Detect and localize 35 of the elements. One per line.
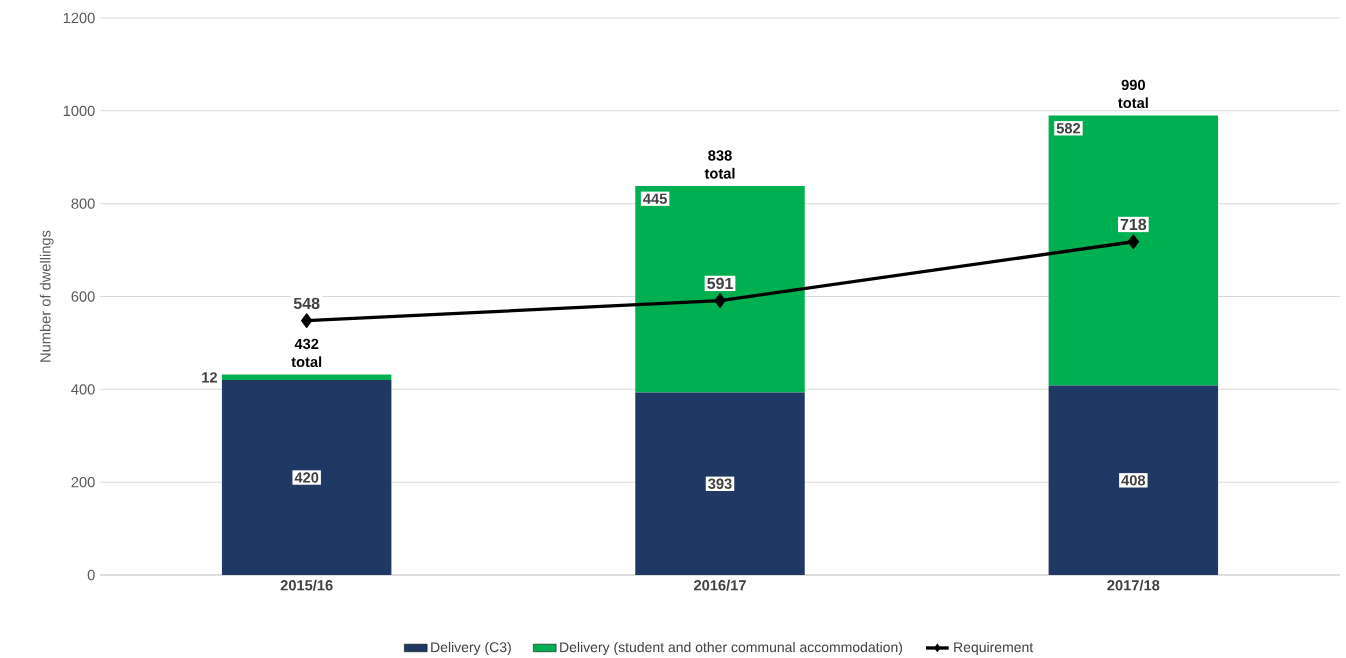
legend-label: Delivery (C3) — [431, 641, 511, 655]
point — [1127, 234, 1140, 250]
data-label: 12 — [202, 372, 218, 383]
data-label: 548 — [293, 297, 320, 310]
bar — [221, 374, 392, 381]
y-tick-label: 1200 — [63, 12, 95, 24]
total-label: 990 total — [1118, 79, 1148, 109]
bar — [1048, 385, 1219, 575]
y-tick-label: 600 — [71, 291, 95, 302]
data-label: 445 — [643, 193, 667, 204]
bar — [221, 380, 392, 575]
total-label: 432 total — [291, 338, 322, 368]
data-label: 420 — [294, 472, 319, 483]
y-axis-title: Number of dwellings — [39, 230, 54, 362]
y-tick-label: 400 — [71, 384, 95, 395]
y-tick-label: 200 — [71, 476, 95, 488]
legend-label: Requirement — [954, 641, 1034, 655]
point — [714, 293, 726, 309]
x-tick-label: 2015/16 — [280, 579, 333, 591]
total-label: 838 total — [704, 150, 735, 179]
x-tick-label: 2016/17 — [694, 579, 746, 591]
point — [301, 313, 313, 328]
data-label: 393 — [708, 478, 732, 489]
y-tick-label: 800 — [71, 198, 95, 209]
bar — [635, 392, 805, 575]
bar — [1048, 115, 1219, 386]
data-label: 408 — [1121, 475, 1146, 486]
data-label: 718 — [1120, 218, 1147, 231]
y-tick-label: 1000 — [63, 105, 95, 117]
x-tick-label: 2017/18 — [1107, 579, 1160, 591]
bar — [635, 186, 805, 393]
data-label: 591 — [707, 277, 733, 290]
data-label: 582 — [1056, 123, 1081, 134]
legend-label: Delivery (student and other communal accommodation) — [560, 641, 903, 655]
y-tick-label: 0 — [87, 569, 95, 581]
